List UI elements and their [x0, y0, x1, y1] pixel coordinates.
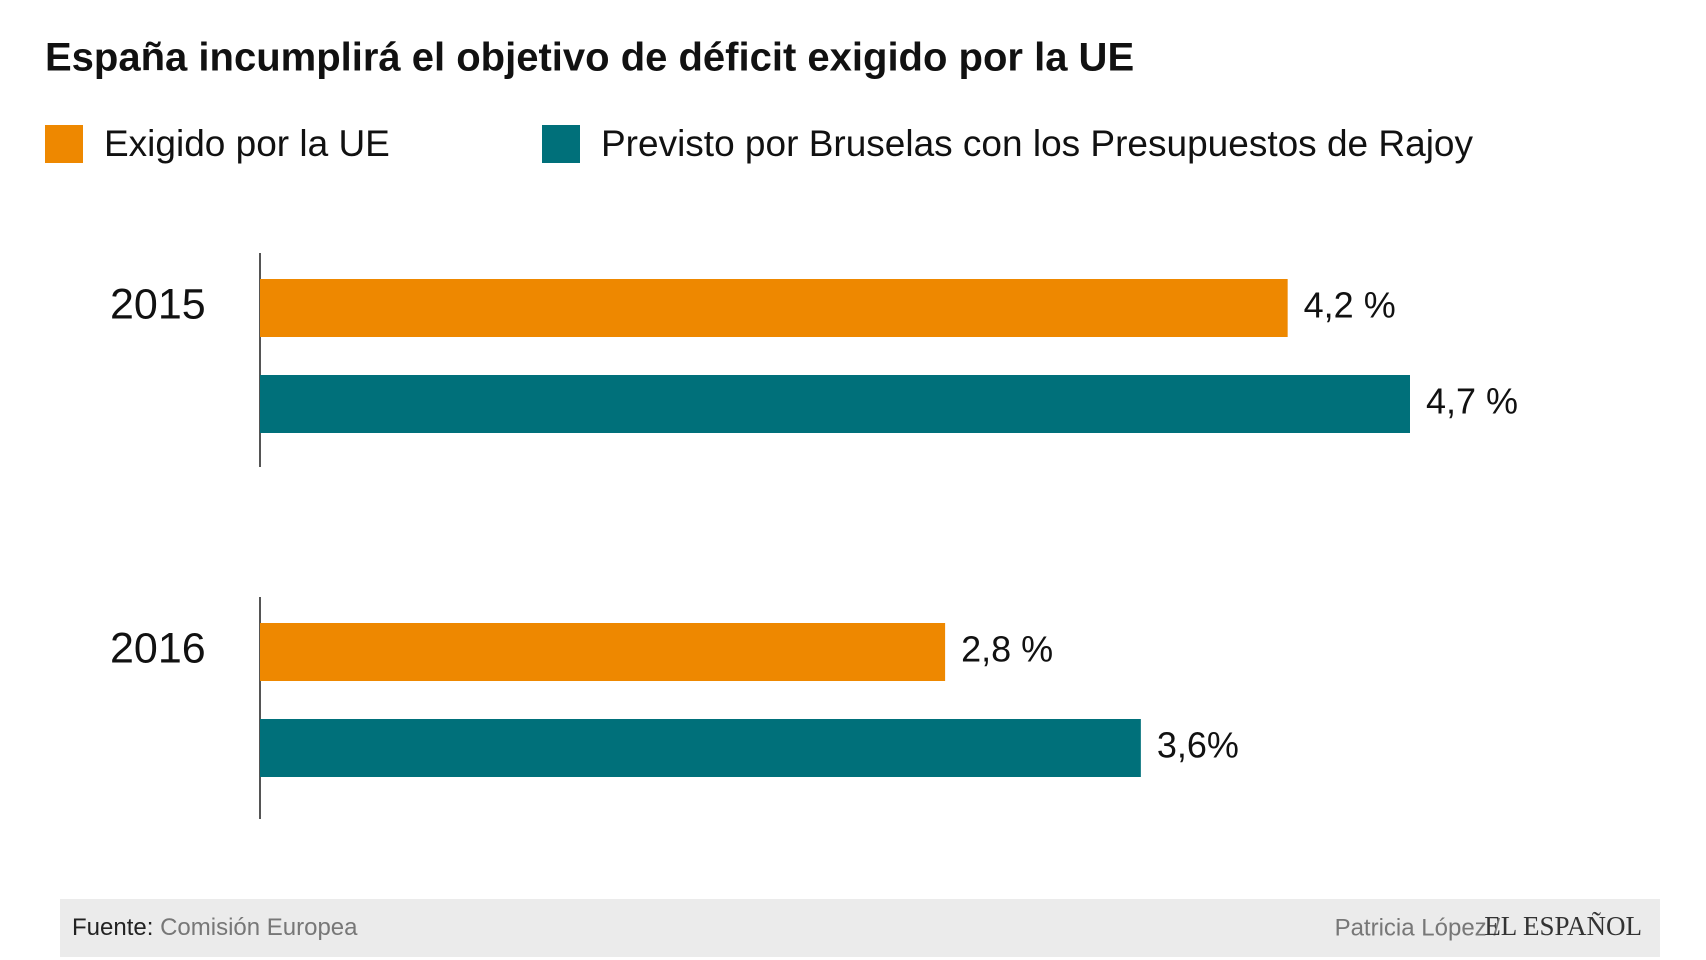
source: Comisión Europea	[160, 914, 358, 941]
bar	[260, 719, 1141, 777]
bar	[260, 279, 1288, 337]
legend-swatch	[45, 125, 83, 163]
y-tick-label: 2016	[110, 624, 206, 672]
y-tick-label: 2015	[110, 280, 206, 328]
value-label: 3,6%	[1157, 725, 1239, 766]
author: Patricia López /	[1335, 914, 1501, 941]
value-label: 4,2 %	[1304, 285, 1396, 326]
legend-swatch	[542, 125, 580, 163]
value-label: 2,8 %	[961, 629, 1053, 670]
source-label: Fuente: Comisión Europea	[72, 914, 358, 941]
chart-title: España incumplirá el objetivo de déficit…	[45, 36, 1134, 80]
bar	[260, 375, 1410, 433]
bar	[260, 623, 946, 681]
brand: EL ESPAÑOL	[1484, 911, 1642, 941]
source-label: Fuente:	[72, 914, 153, 941]
footer-band	[60, 899, 1660, 957]
value-label: 4,7 %	[1426, 381, 1518, 422]
legend-label: Previsto por Bruselas con los Presupuest…	[601, 123, 1473, 164]
legend-label: Exigido por la UE	[104, 123, 390, 164]
